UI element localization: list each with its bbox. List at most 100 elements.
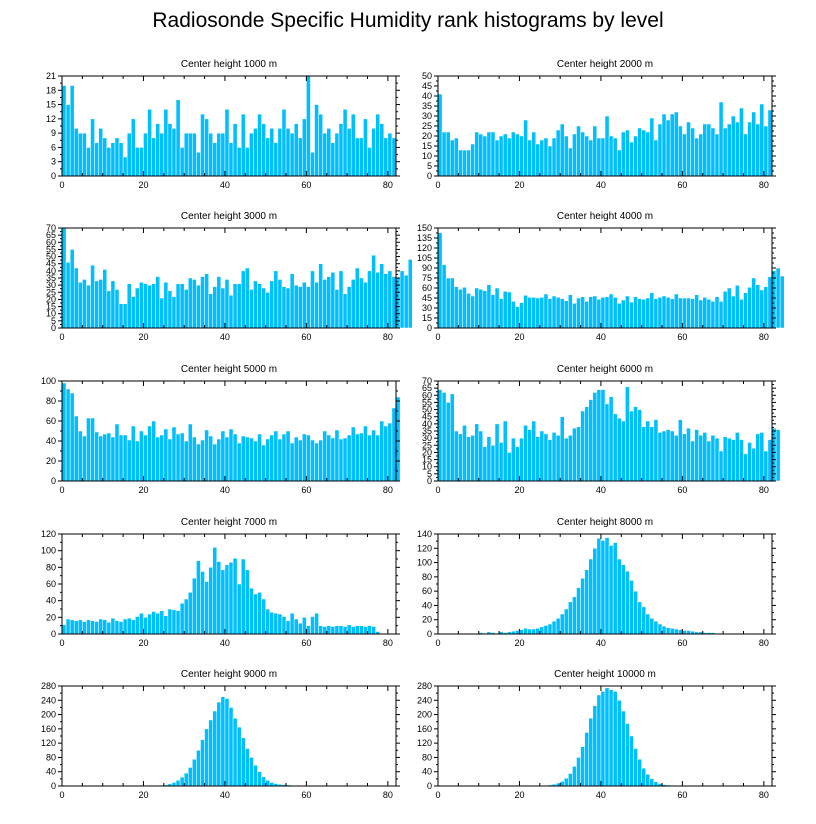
histogram-bar	[771, 270, 777, 329]
histogram-bar	[257, 433, 262, 482]
histogram-bar	[399, 270, 405, 329]
histogram-bar	[69, 85, 75, 177]
histogram-bar	[498, 135, 504, 177]
histogram-bar	[531, 131, 536, 177]
histogram-bar	[588, 558, 594, 635]
histogram-bar	[702, 123, 708, 177]
histogram-bar	[334, 289, 340, 329]
histogram-bar	[710, 127, 716, 177]
histogram-bar	[641, 426, 646, 482]
histogram-bar	[564, 608, 569, 635]
histogram-bar	[657, 432, 663, 482]
x-tick-label: 0	[59, 485, 64, 495]
histogram-bar	[559, 781, 565, 787]
histogram-bar	[363, 425, 368, 482]
y-tick-label: 0	[51, 323, 56, 333]
histogram-bar	[641, 767, 646, 787]
histogram-bar	[151, 611, 156, 635]
histogram-bar	[375, 113, 380, 177]
histogram-bar	[669, 113, 675, 177]
histogram-bar	[747, 121, 752, 177]
histogram-bar	[98, 279, 103, 329]
histogram-bar	[310, 616, 315, 635]
histogram-bar	[318, 439, 323, 482]
histogram-bar	[657, 623, 663, 635]
histogram-bar	[592, 392, 598, 482]
histogram-bar	[135, 440, 140, 482]
histogram-bar	[208, 435, 213, 482]
histogram-bar	[94, 142, 99, 177]
histogram-bar	[616, 558, 622, 635]
histogram-bar	[771, 427, 777, 482]
histogram-bar	[350, 279, 356, 329]
histogram-bar	[314, 282, 319, 329]
histogram-bar	[232, 123, 238, 177]
histogram-bar	[604, 537, 610, 635]
histogram-bar	[265, 608, 270, 635]
histogram-bar	[649, 117, 655, 177]
y-tick-label: 0	[427, 323, 432, 333]
y-tick-label: 240	[417, 695, 432, 705]
histogram-bar	[403, 274, 409, 329]
histogram-bar	[367, 270, 372, 329]
panel-6: Center height 6000 m0 20 40 60 8005101520253…	[422, 364, 781, 495]
histogram-bar	[743, 133, 748, 177]
histogram-bar	[192, 132, 197, 177]
y-tick-label: 40	[422, 419, 432, 429]
histogram-bar	[86, 147, 91, 177]
x-tick-label: 20	[138, 180, 148, 190]
x-tick-label: 40	[596, 638, 606, 648]
y-tick-label: 80	[422, 752, 432, 762]
histogram-bar	[751, 111, 756, 177]
histogram-bar	[604, 403, 610, 482]
histogram-bar	[731, 115, 736, 177]
histogram-bar	[371, 429, 376, 482]
histogram-bar	[474, 131, 479, 177]
histogram-bar	[269, 128, 275, 177]
histogram-bar	[702, 297, 708, 329]
histogram-bar	[342, 437, 348, 482]
histogram-bar	[584, 569, 589, 635]
histogram-bar	[710, 435, 716, 482]
histogram-bar	[511, 301, 516, 329]
histogram-bar	[470, 295, 475, 329]
histogram-bar	[735, 432, 740, 482]
histogram-bar	[188, 132, 193, 177]
y-tick-label: 60	[46, 416, 56, 426]
histogram-bar	[69, 249, 75, 329]
histogram-bar	[690, 440, 695, 482]
histogram-bar	[572, 427, 577, 482]
histogram-bar	[208, 132, 213, 177]
histogram-bar	[98, 128, 103, 177]
histogram-bar	[612, 691, 618, 787]
histogram-bar	[375, 272, 380, 329]
y-tick-label: 50	[46, 252, 56, 262]
y-tick-label: 0	[51, 781, 56, 791]
histogram-bar	[449, 139, 455, 177]
histogram-bar	[454, 137, 459, 177]
histogram-bar	[759, 289, 765, 329]
y-tick-label: 35	[422, 426, 432, 436]
histogram-bar	[661, 295, 667, 329]
histogram-bar	[318, 263, 323, 329]
histogram-bar	[114, 620, 120, 635]
histogram-bar	[498, 298, 504, 329]
histogram-bar	[535, 143, 541, 177]
panel-title: Center height 2000 m	[557, 59, 653, 70]
histogram-bar	[359, 625, 364, 635]
y-tick-label: 55	[422, 397, 432, 407]
histogram-bar	[407, 259, 413, 329]
histogram-bar	[346, 624, 352, 635]
histogram-bar	[232, 283, 238, 329]
y-tick-label: 60	[422, 390, 432, 400]
histogram-bar	[261, 444, 266, 482]
y-tick-label: 160	[417, 724, 432, 734]
histogram-bar	[322, 626, 327, 635]
histogram-bar	[751, 277, 756, 329]
histogram-bar	[65, 262, 71, 329]
histogram-bar	[653, 781, 659, 787]
histogram-bar	[576, 587, 581, 635]
histogram-bar	[253, 593, 258, 635]
histogram-bar	[592, 295, 598, 329]
